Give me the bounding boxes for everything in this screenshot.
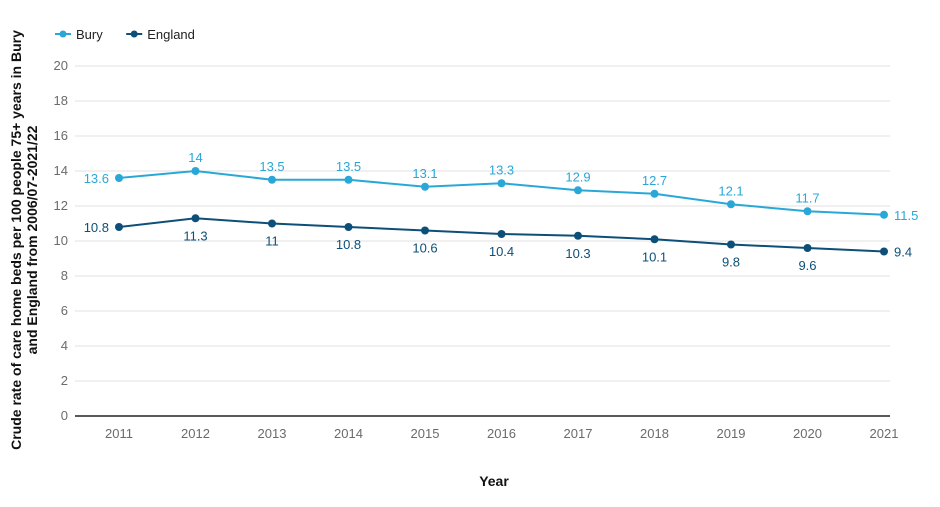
data-label: 11.5 <box>894 208 918 223</box>
data-label: 10.1 <box>642 249 667 264</box>
y-tick-label: 2 <box>61 373 68 388</box>
x-tick-label: 2011 <box>105 426 133 441</box>
x-tick-label: 2013 <box>258 426 287 441</box>
legend-label: England <box>147 27 195 42</box>
legend: Bury England <box>55 27 195 42</box>
legend-marker <box>130 30 138 38</box>
y-tick-label: 6 <box>61 303 68 318</box>
y-tick-label: 12 <box>54 198 68 213</box>
data-point <box>421 182 429 191</box>
x-tick-label: 2019 <box>717 426 746 441</box>
data-label: 10.6 <box>412 241 437 256</box>
data-label: 11 <box>265 234 279 249</box>
data-label: 10.8 <box>336 237 361 252</box>
data-point <box>497 230 506 238</box>
y-tick-label: 20 <box>54 58 68 73</box>
data-label: 9.4 <box>894 245 912 260</box>
y-tick-label: 18 <box>54 93 68 108</box>
x-tick-label: 2012 <box>181 426 210 441</box>
data-label: 10.4 <box>489 244 514 259</box>
x-tick-label: 2018 <box>640 426 669 441</box>
data-label: 11.7 <box>795 190 819 205</box>
data-point <box>344 223 353 231</box>
data-point <box>497 179 506 188</box>
data-point <box>344 175 353 184</box>
data-point <box>880 210 888 219</box>
y-tick-label: 0 <box>61 408 68 423</box>
y-tick-label: 8 <box>61 268 68 283</box>
data-point <box>421 226 429 235</box>
y-tick-label: 4 <box>61 338 68 353</box>
x-tick-label: 2016 <box>487 426 516 441</box>
data-point <box>268 219 276 228</box>
y-tick-label: 16 <box>54 128 68 143</box>
legend-item: Bury <box>55 27 103 42</box>
series: 13.6 14 13.5 13.5 13.1 13.3 12.9 12.7 12.1 11.7 11… <box>84 150 919 273</box>
data-label: 13.5 <box>259 159 284 174</box>
y-axis-title: Crude rate of care home beds per 100 peo… <box>8 30 40 450</box>
data-point <box>727 240 735 249</box>
x-tick-label: 2015 <box>411 426 440 441</box>
data-point <box>574 231 582 240</box>
data-label: 12.1 <box>718 183 743 198</box>
data-point <box>191 167 200 175</box>
data-label: 10.8 <box>84 220 109 235</box>
grid <box>75 65 890 382</box>
x-tick-label: 2021 <box>870 426 899 441</box>
data-point <box>115 223 123 231</box>
data-point <box>115 174 123 182</box>
data-point <box>650 235 659 244</box>
data-label: 9.6 <box>798 258 816 273</box>
series-line <box>118 169 885 216</box>
data-label: 13.1 <box>412 166 437 181</box>
legend-item: England <box>126 27 195 42</box>
data-label: 13.3 <box>489 162 514 177</box>
data-point <box>803 244 812 252</box>
data-label: 10.3 <box>565 246 590 261</box>
x-tick-label: 2020 <box>793 426 822 441</box>
legend-label: Bury <box>76 27 103 42</box>
data-point <box>727 200 735 209</box>
legend-marker <box>59 30 67 38</box>
y-tick-label: 14 <box>54 163 68 178</box>
x-axis-title: Year <box>479 473 509 489</box>
data-point <box>803 207 812 216</box>
data-label: 12.9 <box>565 169 590 184</box>
x-tick-label: 2017 <box>564 426 593 441</box>
data-label: 13.6 <box>84 171 109 186</box>
y-tick-label: 10 <box>54 233 68 248</box>
x-tick-label: 2014 <box>334 426 363 441</box>
data-point <box>268 175 276 184</box>
data-label: 12.7 <box>642 173 667 188</box>
data-label: 14 <box>188 150 202 165</box>
data-label: 13.5 <box>336 159 361 174</box>
data-label: 11.3 <box>183 228 207 243</box>
data-point <box>574 186 582 195</box>
data-point <box>880 247 888 256</box>
data-point <box>650 189 659 198</box>
data-point <box>191 214 200 223</box>
data-label: 9.8 <box>722 255 740 270</box>
